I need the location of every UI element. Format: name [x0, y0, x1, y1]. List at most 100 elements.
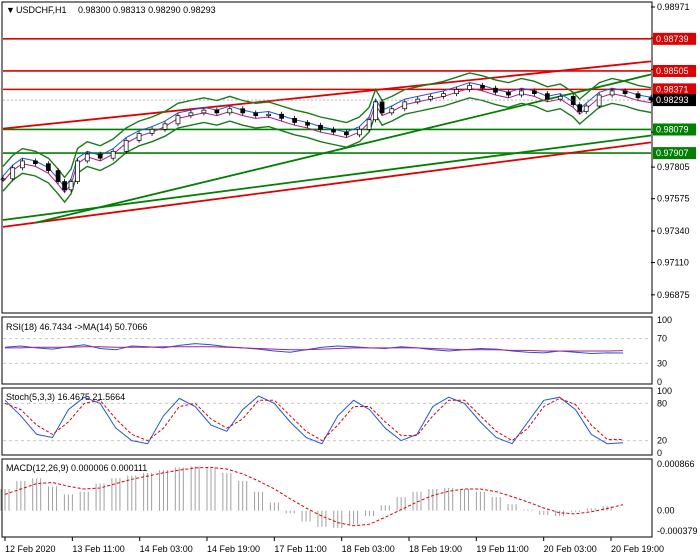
osc-tick-label: 100: [657, 315, 672, 325]
level-tag-label: 0.97907: [656, 148, 689, 158]
candle-body: [506, 91, 511, 96]
trend-line: [2, 60, 652, 130]
current-price-tag: [653, 94, 696, 107]
candle-body: [532, 90, 537, 94]
ohlc-values: 0.98300 0.98313 0.98290 0.98293: [78, 5, 216, 15]
candle-body: [366, 119, 372, 130]
candle-body: [110, 150, 116, 159]
macd-tick-label: 0.00: [657, 506, 675, 516]
candle-body: [292, 118, 297, 123]
candle-body: [123, 139, 129, 152]
price-tick-label: 0.97110: [657, 258, 689, 268]
candle-body: [557, 96, 563, 100]
time-tick-label: 13 Feb 11:00: [72, 544, 124, 554]
time-tick-label: 18 Feb 03:00: [342, 544, 395, 554]
candle-body: [149, 128, 155, 134]
candle-body: [0, 178, 6, 181]
candle-body: [33, 160, 38, 165]
macd-panel-frame: [1, 458, 653, 538]
candle-body: [97, 153, 103, 159]
candle-body: [389, 108, 395, 114]
stoch-panel: 100 80 20 0: [3, 386, 672, 458]
level-tag: [653, 123, 696, 136]
time-tick-label: 18 Feb 19:00: [409, 544, 462, 554]
candle-body: [596, 94, 602, 107]
candle-body: [493, 87, 498, 93]
candle-body: [480, 85, 485, 89]
candle-body: [441, 93, 446, 97]
candle-body: [266, 113, 272, 116]
candle-body: [20, 160, 25, 169]
candle-body: [175, 115, 181, 125]
current-price-label: 0.98293: [656, 95, 689, 105]
stoch-panel-frame: [1, 387, 653, 456]
candle-body: [10, 167, 16, 180]
candle-body: [75, 160, 80, 182]
price-tick-label: 0.96875: [657, 290, 690, 300]
candle-body: [279, 113, 284, 119]
rsi-title: RSI(18) 46.7434 ->MA(14) 50.7066: [6, 322, 147, 332]
price-tick-label: 0.97340: [657, 226, 690, 236]
time-tick-label: 14 Feb 19:00: [207, 544, 260, 554]
stoch-title: Stoch(5,3,3) 16.4675 21.5664: [6, 392, 125, 402]
level-tag: [653, 64, 696, 77]
trend-line: [2, 141, 652, 228]
symbol-header-icon: ▼: [6, 5, 15, 15]
rsi-ma-line: [5, 346, 624, 352]
time-tick-label: 19 Feb 11:00: [476, 544, 528, 554]
osc-tick-label: 30: [657, 358, 667, 368]
candle-body: [622, 90, 628, 94]
macd-title: MACD(12,26,9) 0.000006 0.000111: [6, 463, 147, 473]
rsi-line: [4, 343, 624, 355]
price-tick-label: 0.97575: [657, 194, 690, 204]
time-tick-label: 20 Feb 03:00: [544, 544, 597, 554]
candle-body: [136, 133, 142, 141]
time-tick-label: 20 Feb 19:00: [611, 544, 664, 554]
bollinger-upper: [2, 72, 652, 179]
level-tag: [653, 32, 696, 45]
level-tag-label: 0.98371: [656, 84, 689, 94]
candle-body: [570, 96, 576, 105]
candle-body: [240, 108, 246, 114]
bollinger-lower: [2, 97, 652, 204]
candle-body: [467, 85, 472, 90]
candle-body: [609, 90, 615, 96]
time-axis: 12 Feb 2020 13 Feb 11:00 14 Feb 03:00 14 Fe…: [4, 537, 664, 554]
candle-body: [331, 128, 336, 133]
candle-body: [402, 101, 408, 110]
candle-body: [379, 101, 385, 114]
level-tag-label: 0.98079: [656, 124, 689, 134]
stoch-k-line: [4, 395, 624, 445]
candle-body: [583, 105, 589, 112]
trend-line: [2, 134, 652, 221]
level-tag-label: 0.98505: [656, 66, 689, 76]
osc-tick-label: 80: [657, 398, 667, 408]
macd-tick-label: -0.000379: [657, 526, 698, 536]
time-tick-label: 17 Feb 11:00: [274, 544, 326, 554]
candle-body: [635, 93, 641, 99]
candle-body: [84, 153, 90, 162]
candle-body: [62, 181, 67, 191]
candle-body: [201, 109, 207, 114]
osc-tick-label: 0: [657, 448, 662, 458]
price-panel-frame: [1, 1, 653, 314]
osc-tick-label: 0: [657, 377, 662, 387]
macd-tick-label: 0.000866: [657, 459, 695, 469]
candle-body: [344, 131, 349, 136]
osc-tick-label: 20: [657, 436, 667, 446]
stoch-d-line: [4, 397, 624, 442]
candle-body: [46, 163, 51, 171]
candle-body: [188, 112, 194, 116]
time-tick-label: 14 Feb 03:00: [140, 544, 193, 554]
candle-body: [253, 112, 259, 116]
price-tick-label: 0.97805: [657, 162, 690, 172]
candle-body: [428, 96, 434, 100]
osc-tick-label: 100: [657, 386, 672, 396]
candle-body: [318, 124, 323, 130]
candle-body: [214, 109, 220, 114]
candle-body: [305, 122, 310, 126]
symbol-label: USDCHF,H1: [16, 5, 67, 15]
osc-tick-label: 70: [657, 334, 667, 344]
